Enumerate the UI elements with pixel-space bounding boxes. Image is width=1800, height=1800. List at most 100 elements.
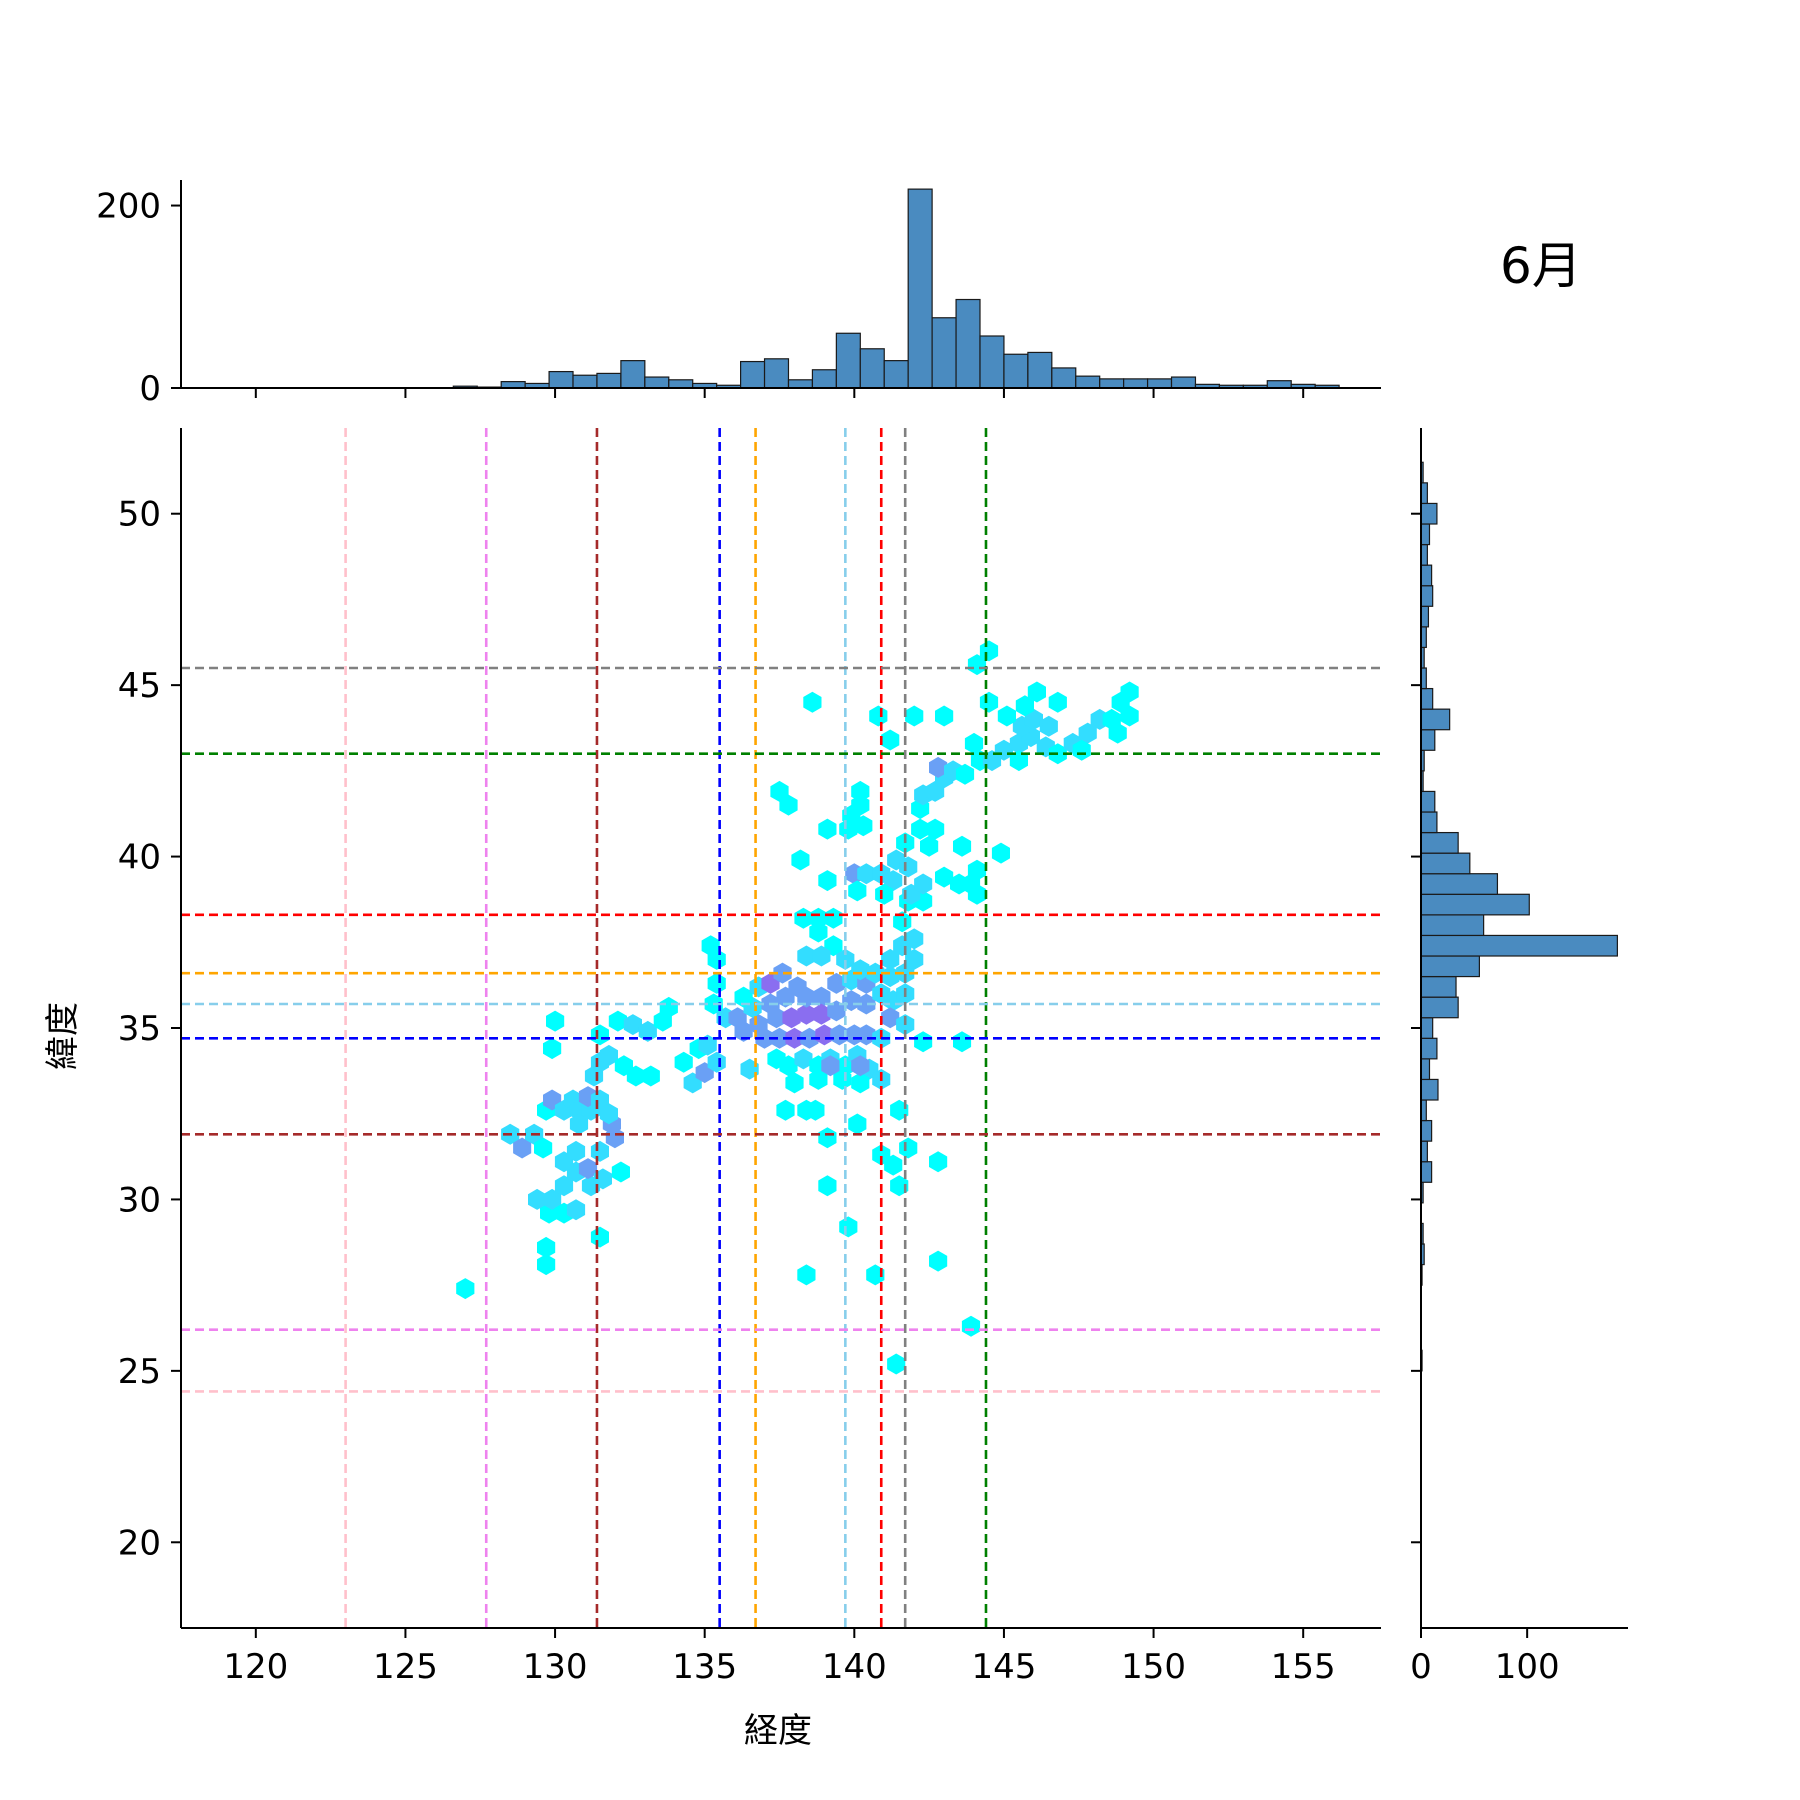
hexbin — [626, 1065, 645, 1087]
x-tick-label: 155 — [1271, 1647, 1336, 1687]
right-hist-bar — [1420, 1119, 1433, 1142]
hexbin — [734, 986, 753, 1008]
hexbin — [605, 1127, 624, 1149]
top-hist-y-tick-label: 0 — [139, 369, 161, 409]
right-hist-bar — [1420, 873, 1499, 895]
hexbin — [809, 1068, 828, 1090]
hexbin — [842, 990, 861, 1012]
hexbin — [1015, 695, 1034, 717]
hexbin — [839, 1216, 858, 1238]
right-hist-bar — [1420, 564, 1433, 587]
top-hist-bar — [1266, 380, 1292, 389]
hexbin — [961, 1315, 981, 1337]
hexbin — [815, 1024, 834, 1046]
right-histogram: 0 100 — [1410, 428, 1628, 1687]
hexbin — [698, 1034, 717, 1056]
top-hist-bar — [572, 374, 598, 389]
hexbin — [911, 818, 930, 840]
top-hist-bar — [1075, 375, 1101, 389]
hexbin — [893, 911, 912, 933]
right-hist-bar — [1420, 955, 1480, 978]
hexbin — [851, 959, 870, 981]
hexbin — [967, 883, 987, 905]
hexbin — [734, 1020, 753, 1042]
hexbin — [779, 794, 798, 816]
hexbin — [641, 1065, 660, 1087]
hexbin — [767, 1007, 786, 1029]
x-tick-label: 130 — [523, 1647, 588, 1687]
hexbin — [812, 986, 831, 1008]
hexbin — [803, 691, 822, 713]
hexbin — [935, 866, 954, 888]
hexbin — [566, 1140, 586, 1162]
hexbin — [566, 1199, 586, 1221]
right-hist-bar — [1420, 1161, 1433, 1183]
top-hist-bar — [979, 335, 1005, 389]
hexbin — [797, 986, 816, 1008]
x-tick-label: 120 — [223, 1647, 288, 1687]
right-hist-bar — [1420, 687, 1434, 710]
hexbin — [794, 907, 813, 929]
hexbin — [707, 972, 726, 994]
top-hist-bar — [763, 358, 790, 389]
hexbin — [914, 1031, 933, 1053]
hexbin — [824, 907, 843, 929]
hexbin — [513, 1137, 532, 1159]
hexbin — [818, 818, 837, 840]
top-hist-bar — [787, 379, 814, 389]
right-hist-bar — [1420, 996, 1459, 1019]
hexbin — [818, 1175, 837, 1197]
hexbin — [884, 870, 903, 892]
hexbin — [569, 1113, 589, 1135]
hexbin — [543, 1188, 562, 1210]
top-hist-bar — [1003, 353, 1029, 389]
hexbin — [791, 849, 810, 871]
hexbin — [833, 1068, 852, 1090]
right-hist-bar — [1420, 1017, 1434, 1039]
right-hist-bar — [1420, 914, 1485, 937]
y-tick-label: 35 — [118, 1009, 161, 1049]
hexbin — [929, 1151, 948, 1173]
top-hist-bar — [859, 348, 885, 389]
top-hist-bar — [907, 188, 933, 389]
hexbin — [1072, 739, 1091, 761]
hexbin — [818, 1127, 837, 1149]
hexbin — [1120, 705, 1139, 727]
hexbin — [896, 962, 915, 984]
hexbin — [537, 1236, 556, 1258]
hexbin — [590, 1226, 609, 1248]
top-hist-bar — [883, 360, 909, 389]
right-hist-bar — [1420, 1078, 1439, 1101]
right-hist-bar — [1420, 708, 1451, 731]
hexbin — [991, 842, 1010, 864]
y-tick-label: 45 — [118, 666, 161, 706]
right-hist-x-tick-label: 100 — [1495, 1647, 1560, 1687]
hexbin — [857, 993, 876, 1015]
top-hist-bar — [1146, 378, 1173, 389]
hexbin — [920, 835, 939, 857]
top-hist-bar — [620, 360, 646, 389]
hexbin — [881, 1007, 900, 1029]
hexbin — [599, 1044, 618, 1066]
hexbin — [926, 780, 945, 802]
hexbin — [534, 1137, 553, 1159]
top-hist-bar — [740, 360, 766, 389]
hexbin — [887, 1353, 906, 1375]
top-hist-bar — [644, 376, 670, 389]
hexbin — [590, 1140, 609, 1162]
hexbin — [881, 948, 900, 970]
hexbin — [851, 780, 870, 802]
x-tick-label: 140 — [822, 1647, 887, 1687]
x-tick-label: 150 — [1121, 1647, 1186, 1687]
hexbin — [979, 640, 999, 662]
hexbin — [809, 907, 828, 929]
hexbin — [967, 859, 987, 881]
hexbin — [899, 1137, 918, 1159]
hexbin — [1048, 691, 1067, 713]
hexbin — [707, 1051, 726, 1073]
hexbin — [770, 1027, 789, 1049]
y-axis-label: 緯度 — [43, 1002, 83, 1070]
hexbin — [821, 1055, 840, 1077]
right-hist-bar — [1420, 585, 1434, 607]
